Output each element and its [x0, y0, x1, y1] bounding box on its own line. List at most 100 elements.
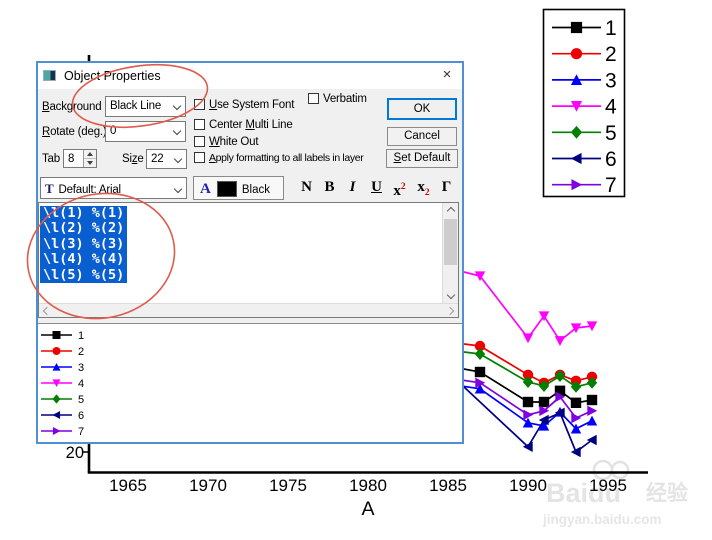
- vertical-scrollbar[interactable]: [442, 203, 458, 304]
- white-out-checkbox[interactable]: White Out: [194, 136, 259, 148]
- watermark-url: jingyan.baidu.com: [542, 512, 662, 527]
- chevron-down-icon: [172, 126, 182, 136]
- chart-legend-item[interactable]: 2: [552, 43, 617, 66]
- marker-circle: [522, 369, 534, 380]
- watermark-circle-icon: [610, 460, 630, 480]
- size-combobox[interactable]: 22: [146, 149, 187, 169]
- chart-legend-box[interactable]: [542, 8, 626, 198]
- background-value: Black Line: [110, 100, 162, 112]
- marker-triangle-down: [522, 333, 534, 344]
- legend-syntax-line[interactable]: \l(5) %(5): [40, 267, 128, 284]
- marker-triangle-right: [555, 391, 566, 402]
- chart-text: A: [361, 498, 374, 520]
- format-normal-button[interactable]: N: [301, 179, 312, 195]
- checkbox-box[interactable]: [194, 136, 205, 147]
- format-underline-button[interactable]: U: [371, 179, 382, 195]
- series-line-4: [447, 267, 593, 343]
- marker-diamond: [586, 376, 598, 389]
- chart-legend-item[interactable]: 1: [552, 17, 617, 40]
- legend-syntax-line[interactable]: \l(1) %(1): [40, 205, 128, 222]
- preview-legend-item: 5: [40, 393, 84, 409]
- marker-triangle-left: [538, 414, 549, 426]
- preview-legend-item: 7: [40, 425, 84, 441]
- chart-legend-item[interactable]: 7: [552, 174, 617, 197]
- label-text-lines[interactable]: \l(1) %(1) \l(2) %(2) \l(3) %(3) \l(4) %…: [39, 203, 442, 304]
- chart-text: 1980: [349, 476, 387, 495]
- spinner-up-icon[interactable]: [84, 150, 96, 159]
- horizontal-scrollbar[interactable]: [39, 303, 458, 317]
- checkbox-box[interactable]: [194, 119, 205, 130]
- center-multi-line-checkbox[interactable]: Center Multi Line: [194, 119, 293, 131]
- legend-syntax-line[interactable]: \l(2) %(2): [40, 220, 128, 237]
- format-bold-button[interactable]: B: [324, 179, 335, 195]
- format-superscript-button[interactable]: x2: [393, 182, 406, 199]
- scrollbar-left-icon[interactable]: [42, 306, 52, 316]
- marker-square: [554, 385, 566, 396]
- checkbox-box[interactable]: [194, 99, 205, 110]
- format-greek-button[interactable]: Γ: [441, 179, 452, 195]
- marker-circle: [474, 340, 486, 352]
- label-text-editor[interactable]: \l(1) %(1) \l(2) %(2) \l(3) %(3) \l(4) %…: [38, 202, 459, 318]
- marker-square: [522, 396, 534, 408]
- marker-square: [570, 21, 583, 34]
- marker-triangle-right: [539, 405, 550, 416]
- marker-diamond: [570, 380, 582, 393]
- chart-text: 1985: [429, 476, 467, 495]
- set-default-button[interactable]: Set Default: [386, 149, 458, 168]
- chart-text: 4: [605, 96, 617, 119]
- chart-legend-item[interactable]: 6: [552, 148, 617, 171]
- scrollbar-down-icon[interactable]: [446, 290, 456, 300]
- preview-legend-item: 4: [40, 377, 84, 393]
- spinner-down-icon[interactable]: [84, 159, 96, 168]
- verbatim-checkbox[interactable]: Verbatim: [308, 93, 367, 105]
- scrollbar-right-icon[interactable]: [445, 306, 455, 316]
- marker-square: [586, 394, 598, 406]
- checkbox-box[interactable]: [194, 152, 205, 163]
- legend-syntax-line[interactable]: \l(3) %(3): [40, 236, 128, 253]
- font-color-button[interactable]: A Black: [193, 176, 284, 200]
- marker-triangle-up: [570, 74, 583, 85]
- preview-legend-sample: [41, 331, 72, 339]
- marker-circle: [52, 347, 61, 355]
- marker-triangle-up: [538, 420, 550, 431]
- chart-text: 20: [66, 444, 84, 462]
- use-system-font-checkbox[interactable]: Use System Font: [194, 99, 294, 111]
- preview-legend-sample: [41, 379, 72, 387]
- color-swatch: [216, 181, 237, 197]
- watermark-brand-suffix: 经验: [646, 481, 688, 505]
- marker-triangle-left: [554, 407, 565, 418]
- preview-legend-label: 7: [78, 426, 85, 438]
- checkbox-box[interactable]: [308, 93, 319, 104]
- font-combobox[interactable]: T Default: Arial: [40, 177, 187, 199]
- dialog-titlebar[interactable]: Object Properties ×: [38, 63, 462, 89]
- format-italic-button[interactable]: I: [349, 179, 356, 195]
- marker-triangle-up: [586, 415, 598, 426]
- close-icon[interactable]: ×: [442, 66, 452, 83]
- chart-legend-item[interactable]: 3: [552, 69, 617, 92]
- marker-triangle-down: [554, 336, 566, 346]
- chart-legend-item[interactable]: 5: [552, 122, 617, 145]
- ok-button[interactable]: OK: [387, 98, 457, 120]
- marker-triangle-down: [538, 311, 550, 322]
- rotate-combobox[interactable]: 0: [105, 121, 186, 142]
- marker-diamond: [52, 394, 61, 404]
- scrollbar-up-icon[interactable]: [446, 206, 456, 216]
- marker-diamond: [474, 348, 486, 360]
- size-label: Size: [122, 153, 144, 165]
- scrollbar-thumb[interactable]: [444, 219, 457, 265]
- background-combobox[interactable]: Black Line: [105, 96, 186, 117]
- marker-triangle-right: [587, 405, 598, 416]
- object-properties-dialog: Object Properties × Background Black Lin…: [36, 61, 464, 444]
- marker-circle: [570, 48, 583, 60]
- font-value: Default: Arial: [58, 184, 121, 196]
- marker-triangle-up: [522, 417, 534, 428]
- apply-formatting-checkbox[interactable]: Apply formatting to all labels in layer: [194, 152, 364, 164]
- size-value: 22: [151, 153, 164, 165]
- tab-spinner[interactable]: 8: [63, 149, 97, 168]
- marker-triangle-right: [523, 409, 534, 420]
- preview-legend-sample: [41, 363, 72, 371]
- cancel-button[interactable]: Cancel: [387, 127, 457, 146]
- chart-legend-item[interactable]: 4: [552, 96, 617, 119]
- format-subscript-button[interactable]: x2: [417, 179, 430, 198]
- legend-syntax-line[interactable]: \l(4) %(4): [40, 251, 128, 268]
